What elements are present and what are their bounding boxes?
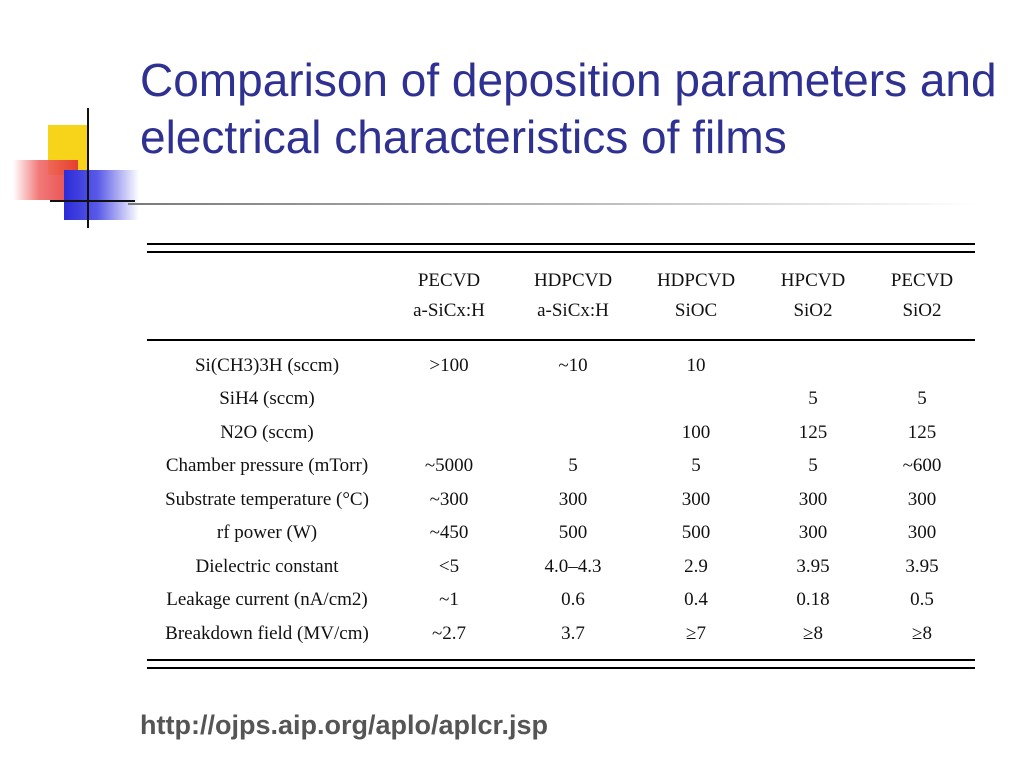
table-top-rule-2 <box>147 251 975 253</box>
row-label-cell: Chamber pressure (mTorr) <box>165 455 369 477</box>
table-cell: 10 <box>686 354 706 376</box>
table-cell: >100 <box>429 354 469 376</box>
table-cell: ~1 <box>439 589 459 611</box>
header-line-2: SiO2 <box>793 300 833 321</box>
table-cell <box>869 340 975 383</box>
row-label-cell: Si(CH3)3H (sccm) <box>194 354 340 376</box>
table-row: Substrate temperature (°C) ~300 300 300 300 3… <box>147 483 975 517</box>
table-cell: 300 <box>681 488 711 510</box>
table-cell: 0.4 <box>684 589 708 611</box>
table-cell <box>635 383 757 417</box>
row-label-cell: Substrate temperature (°C) <box>165 488 369 510</box>
header-line-2: a-SiCx:H <box>413 300 485 321</box>
table-cell: 300 <box>798 488 828 510</box>
table-cell: 2.9 <box>684 555 708 577</box>
table-cell: ~5000 <box>424 455 474 477</box>
table-cell: ≥8 <box>912 622 932 644</box>
table-body: Si(CH3)3H (sccm) >100 ~10 10 SiH4 (sccm) 5 5 N2… <box>147 340 975 651</box>
table-cell <box>387 383 511 417</box>
table-row: Dielectric constant <5 4.0–4.3 2.9 3.95 3.95 <box>147 550 975 584</box>
table-top-rule <box>147 243 975 245</box>
table-row: Leakage current (nA/cm2) ~1 0.6 0.4 0.18 0.5 <box>147 584 975 618</box>
table-header-cell: HDPCVD SiOC <box>635 253 757 340</box>
table-cell: 0.5 <box>910 589 934 611</box>
table-bottom-rule-2 <box>147 666 975 669</box>
header-line-1: HDPCVD <box>656 270 736 291</box>
table-cell <box>387 416 511 450</box>
table-cell: 300 <box>907 522 937 544</box>
table-row: Si(CH3)3H (sccm) >100 ~10 10 <box>147 340 975 383</box>
table-cell: 5 <box>568 455 578 477</box>
header-line-1: HPCVD <box>780 270 846 291</box>
table-cell: 300 <box>798 522 828 544</box>
table-cell: 300 <box>907 488 937 510</box>
table-cell: ~600 <box>902 455 942 477</box>
table-cell: 500 <box>681 522 711 544</box>
slide-title: Comparison of deposition parameters and … <box>140 54 997 163</box>
comparison-table-container: PECVD a-SiCx:H HDPCVD a-SiCx:H HDPCVD SiOC HPC… <box>147 243 975 669</box>
decorative-vertical-line <box>87 108 89 228</box>
table-row: Chamber pressure (mTorr) ~5000 5 5 5 ~600 <box>147 450 975 484</box>
header-line-2: a-SiCx:H <box>537 300 609 321</box>
table-cell: 100 <box>681 421 711 443</box>
table-cell: ≥8 <box>803 622 823 644</box>
table-row: SiH4 (sccm) 5 5 <box>147 383 975 417</box>
table-row: Breakdown field (MV/cm) ~2.7 3.7 ≥7 ≥8 ≥8 <box>147 617 975 651</box>
table-cell <box>511 383 635 417</box>
row-label-cell: rf power (W) <box>216 522 318 544</box>
table-cell: 5 <box>808 455 818 477</box>
table-cell: 3.95 <box>796 555 830 577</box>
row-label-cell: Dielectric constant <box>195 555 339 577</box>
table-cell: 5 <box>808 388 818 410</box>
table-cell: ~2.7 <box>431 622 467 644</box>
header-line-1: HDPCVD <box>533 270 613 291</box>
table-cell <box>511 416 635 450</box>
table-cell <box>757 340 869 383</box>
table-header-cell: PECVD a-SiCx:H <box>387 253 511 340</box>
row-label-cell: SiH4 (sccm) <box>219 388 315 410</box>
table-cell: 300 <box>558 488 588 510</box>
header-line-1: PECVD <box>890 270 954 291</box>
table-cell: 125 <box>798 421 828 443</box>
row-label-cell: Leakage current (nA/cm2) <box>166 589 368 611</box>
source-url: http://ojps.aip.org/aplo/aplcr.jsp <box>140 710 549 740</box>
table-bottom-rule <box>147 658 975 661</box>
table-cell: 0.18 <box>796 589 830 611</box>
title-divider <box>128 203 978 205</box>
header-line-2: SiOC <box>674 300 718 321</box>
table-cell: 3.7 <box>561 622 585 644</box>
decorative-horizontal-line <box>50 200 135 202</box>
table-cell: <5 <box>438 555 460 577</box>
table-row: rf power (W) ~450 500 500 300 300 <box>147 517 975 551</box>
table-cell: 5 <box>691 455 701 477</box>
comparison-table: PECVD a-SiCx:H HDPCVD a-SiCx:H HDPCVD SiOC HPC… <box>147 253 975 651</box>
table-cell: 3.95 <box>905 555 939 577</box>
row-label-cell: Breakdown field (MV/cm) <box>165 622 369 644</box>
table-header-cell <box>147 253 387 340</box>
table-cell: 4.0–4.3 <box>544 555 602 577</box>
decorative-blue-square <box>64 170 139 220</box>
table-header-row: PECVD a-SiCx:H HDPCVD a-SiCx:H HDPCVD SiOC HPC… <box>147 253 975 340</box>
header-line-1: PECVD <box>417 270 481 291</box>
table-cell: ~300 <box>429 488 469 510</box>
header-line-2: SiO2 <box>902 300 942 321</box>
table-cell: ~450 <box>429 522 469 544</box>
table-cell: 500 <box>558 522 588 544</box>
table-header-cell: PECVD SiO2 <box>869 253 975 340</box>
table-header-cell: HDPCVD a-SiCx:H <box>511 253 635 340</box>
table-cell: ≥7 <box>686 622 706 644</box>
row-label-cell: N2O (sccm) <box>220 421 314 443</box>
table-cell: 0.6 <box>561 589 585 611</box>
table-cell: ~10 <box>558 354 588 376</box>
table-cell: 125 <box>907 421 937 443</box>
table-header-cell: HPCVD SiO2 <box>757 253 869 340</box>
table-cell: 5 <box>917 388 927 410</box>
table-row: N2O (sccm) 100 125 125 <box>147 416 975 450</box>
